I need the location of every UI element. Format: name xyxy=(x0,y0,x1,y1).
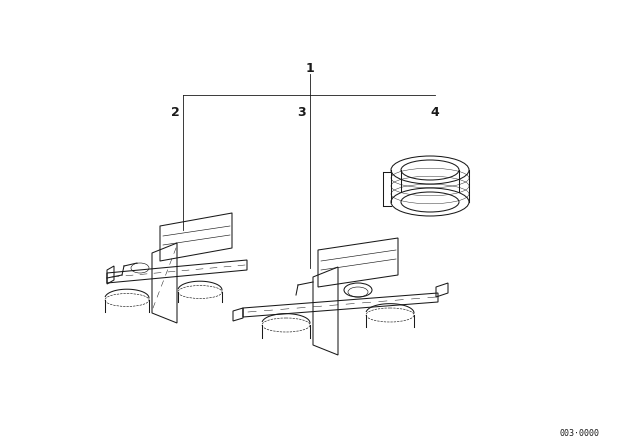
Text: 2: 2 xyxy=(171,107,179,120)
Text: 4: 4 xyxy=(431,107,440,120)
Text: 3: 3 xyxy=(298,107,307,120)
Text: 1: 1 xyxy=(306,61,314,74)
Text: 003·0000: 003·0000 xyxy=(560,428,600,438)
